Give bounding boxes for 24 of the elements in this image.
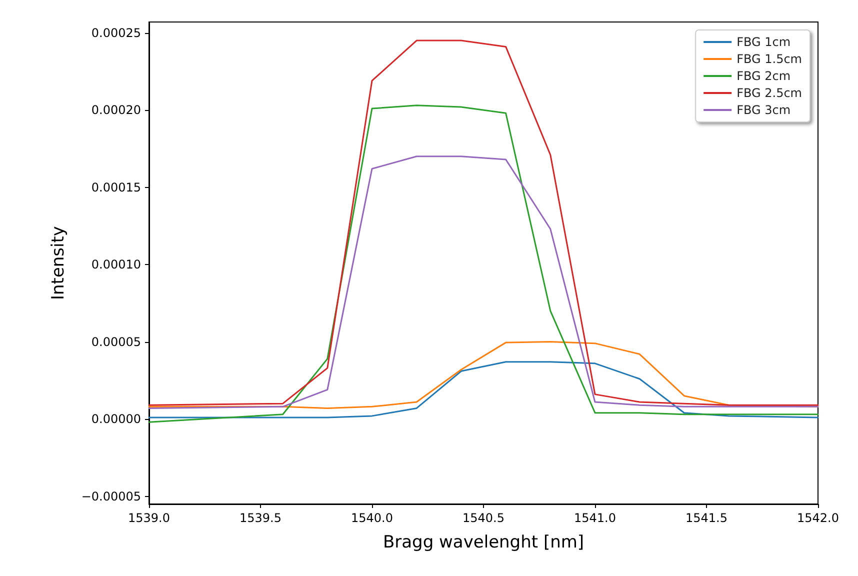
y-tick-label: 0.00005	[91, 334, 141, 349]
legend-label: FBG 2.5cm	[736, 86, 802, 100]
line-series	[148, 156, 819, 409]
x-tick-label: 1539.0	[128, 511, 170, 525]
y-tick-label: 0.00015	[91, 180, 141, 194]
y-tick-label: 0.00010	[91, 258, 141, 272]
legend-label: FBG 1.5cm	[736, 52, 802, 66]
y-axis-title: Intensity	[48, 226, 68, 300]
y-tick-label: 0.00020	[91, 103, 141, 118]
x-axis-title: Bragg wavelenght [nm]	[382, 532, 584, 552]
y-tick-label: 0.00000	[91, 412, 141, 426]
legend-label: FBG 1cm	[736, 35, 791, 49]
x-tick-label: 1541.0	[574, 511, 616, 525]
line-series	[148, 361, 819, 418]
x-tick-label: 1540.5	[462, 511, 504, 525]
line-series	[148, 104, 819, 423]
legend-label: FBG 2cm	[736, 69, 791, 83]
x-tick-label: 1540.0	[351, 511, 393, 525]
x-tick-label: 1539.5	[240, 511, 282, 525]
y-tick-label: 0.00025	[91, 26, 141, 40]
x-tick-label: 1541.5	[686, 511, 728, 525]
x-tick-label: 1542.0	[797, 511, 839, 525]
y-tick-label: −0.00005	[81, 489, 141, 504]
legend-label: FBG 3cm	[736, 103, 791, 117]
